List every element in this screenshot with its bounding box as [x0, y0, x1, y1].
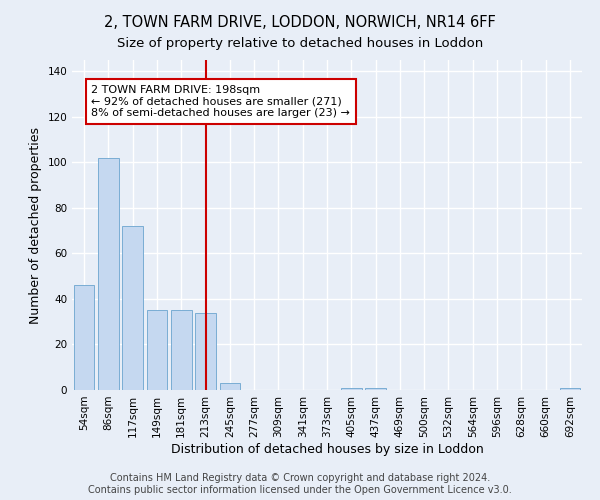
Bar — [146, 310, 167, 390]
Bar — [74, 286, 94, 390]
Bar — [220, 383, 240, 390]
Text: Size of property relative to detached houses in Loddon: Size of property relative to detached ho… — [117, 38, 483, 51]
Bar — [122, 226, 143, 390]
Text: 2, TOWN FARM DRIVE, LODDON, NORWICH, NR14 6FF: 2, TOWN FARM DRIVE, LODDON, NORWICH, NR1… — [104, 15, 496, 30]
Bar — [171, 310, 191, 390]
Bar — [98, 158, 119, 390]
Bar — [341, 388, 362, 390]
Bar — [195, 312, 216, 390]
Text: Contains HM Land Registry data © Crown copyright and database right 2024.
Contai: Contains HM Land Registry data © Crown c… — [88, 474, 512, 495]
X-axis label: Distribution of detached houses by size in Loddon: Distribution of detached houses by size … — [170, 442, 484, 456]
Text: 2 TOWN FARM DRIVE: 198sqm
← 92% of detached houses are smaller (271)
8% of semi-: 2 TOWN FARM DRIVE: 198sqm ← 92% of detac… — [91, 85, 350, 118]
Bar — [365, 388, 386, 390]
Bar — [560, 388, 580, 390]
Y-axis label: Number of detached properties: Number of detached properties — [29, 126, 42, 324]
